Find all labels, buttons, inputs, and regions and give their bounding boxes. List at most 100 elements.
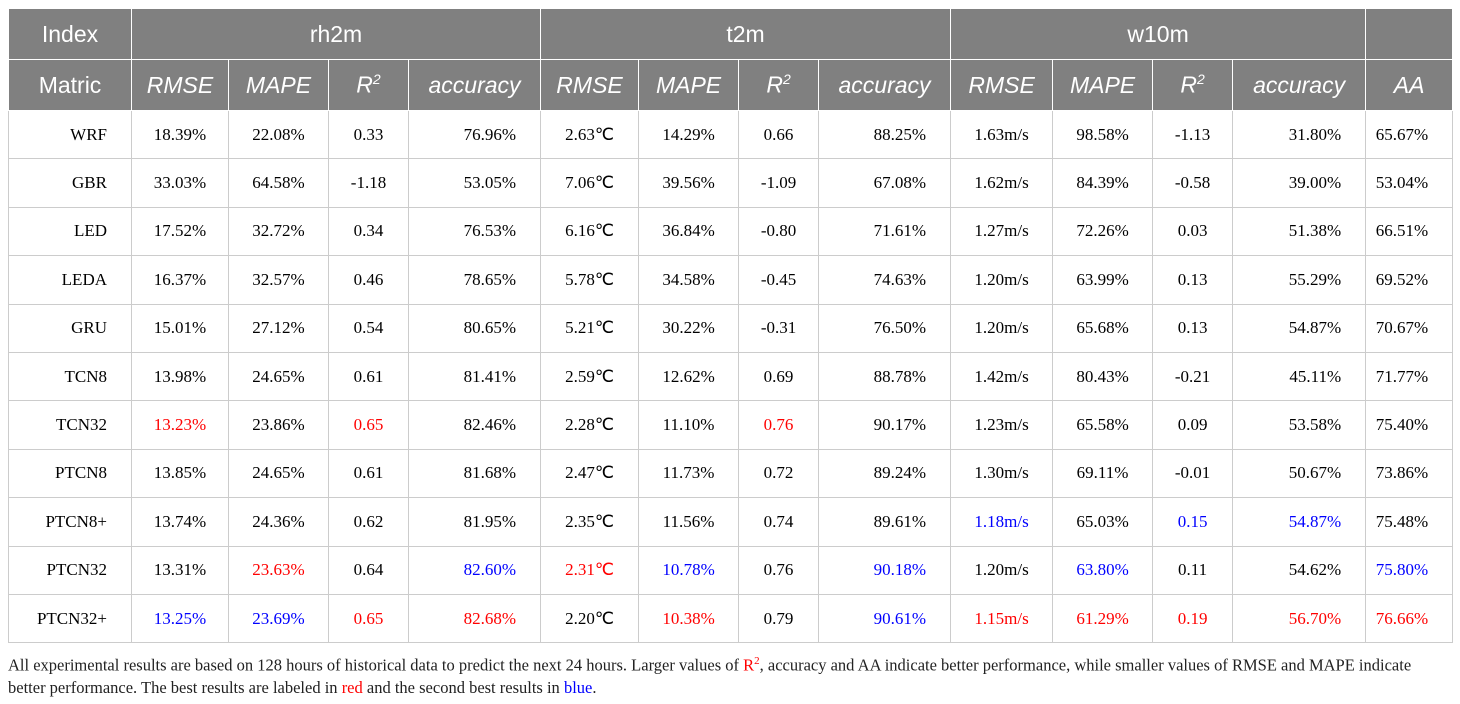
data-cell: 45.11%	[1232, 351, 1367, 402]
data-cell: -0.58	[1152, 158, 1234, 208]
data-cell: 23.86%	[228, 400, 329, 450]
data-cell: 0.46	[328, 255, 409, 305]
data-cell: 0.61	[328, 448, 409, 499]
data-cell: 73.86%	[1365, 448, 1454, 499]
data-cell: 1.63m/s	[950, 109, 1054, 160]
data-cell: 54.87%	[1232, 497, 1367, 547]
data-cell: 65.68%	[1052, 303, 1154, 353]
data-cell: 84.39%	[1052, 158, 1154, 208]
data-cell: 23.63%	[228, 545, 329, 595]
data-cell: 0.76	[738, 545, 820, 595]
data-cell: 23.69%	[228, 593, 329, 644]
data-cell: 53.05%	[407, 158, 542, 208]
data-cell: 88.78%	[818, 351, 952, 402]
data-cell: 6.16℃	[540, 206, 640, 257]
data-cell: 0.09	[1152, 400, 1234, 450]
data-cell: 0.61	[328, 351, 409, 402]
data-cell: 54.87%	[1232, 303, 1367, 353]
footnote-part: All experimental results are based on 12…	[8, 655, 744, 675]
row-label: PTCN32+	[8, 593, 132, 644]
row-label: LEDA	[8, 255, 132, 305]
data-cell: 18.39%	[131, 109, 229, 160]
metric-sup: 2	[1196, 71, 1205, 88]
metric-header: accuracy	[1232, 59, 1367, 111]
data-cell: 16.37%	[131, 255, 229, 305]
data-cell: 7.06℃	[540, 158, 640, 208]
data-cell: 65.58%	[1052, 400, 1154, 450]
metric-header: accuracy	[407, 59, 542, 111]
data-row: PTCN8+ 13.74% 24.36% 0.62 81.95% 2.35℃ 11.56% 0…	[8, 497, 1454, 547]
data-cell: 81.95%	[407, 497, 542, 547]
data-row: GRU 15.01% 27.12% 0.54 80.65% 5.21℃ 30.22% -0.3…	[8, 303, 1454, 353]
data-cell: 50.67%	[1232, 448, 1367, 499]
data-cell: 82.68%	[407, 593, 542, 644]
data-cell: 24.65%	[228, 351, 329, 402]
data-cell: -1.13	[1152, 109, 1234, 160]
data-cell: 5.78℃	[540, 255, 640, 305]
data-cell: 66.51%	[1365, 206, 1454, 257]
data-cell: 15.01%	[131, 303, 229, 353]
data-cell: 39.56%	[638, 158, 740, 208]
data-cell: 13.98%	[131, 351, 229, 402]
data-cell: 1.20m/s	[950, 303, 1054, 353]
data-cell: -0.45	[738, 255, 820, 305]
data-cell: 13.23%	[131, 400, 229, 450]
data-row: TCN32 13.23% 23.86% 0.65 82.46% 2.28℃ 11.10% 0.…	[8, 400, 1454, 450]
data-cell: 90.61%	[818, 593, 952, 644]
data-cell: 90.17%	[818, 400, 952, 450]
data-cell: 81.68%	[407, 448, 542, 499]
data-cell: 0.54	[328, 303, 409, 353]
row-label: LED	[8, 206, 132, 257]
data-cell: 2.35℃	[540, 497, 640, 547]
data-cell: 30.22%	[638, 303, 740, 353]
footnote-part: and the second best results in	[362, 677, 564, 697]
data-cell: 65.67%	[1365, 109, 1454, 160]
data-cell: 0.65	[328, 593, 409, 644]
data-cell: 0.34	[328, 206, 409, 257]
metric-header: AA	[1365, 59, 1454, 111]
data-cell: 70.67%	[1365, 303, 1454, 353]
data-cell: 82.60%	[407, 545, 542, 595]
data-cell: 1.20m/s	[950, 545, 1054, 595]
data-cell: 11.10%	[638, 400, 740, 450]
data-cell: 5.21℃	[540, 303, 640, 353]
data-cell: 71.61%	[818, 206, 952, 257]
data-cell: 0.79	[738, 593, 820, 644]
data-cell: 74.63%	[818, 255, 952, 305]
data-cell: 13.74%	[131, 497, 229, 547]
data-cell: 71.77%	[1365, 351, 1454, 402]
metric-header: MAPE	[1052, 59, 1154, 111]
data-cell: -0.31	[738, 303, 820, 353]
data-cell: 13.85%	[131, 448, 229, 499]
data-cell: 65.03%	[1052, 497, 1154, 547]
metric-header: R2	[1152, 59, 1234, 111]
data-cell: 1.18m/s	[950, 497, 1054, 547]
data-cell: 76.66%	[1365, 593, 1454, 644]
data-cell: 0.15	[1152, 497, 1234, 547]
row-label: TCN8	[8, 351, 132, 402]
row-label: WRF	[8, 109, 132, 160]
data-cell: 88.25%	[818, 109, 952, 160]
data-cell: -0.01	[1152, 448, 1234, 499]
data-cell: 27.12%	[228, 303, 329, 353]
row-label: TCN32	[8, 400, 132, 450]
row-label: PTCN32	[8, 545, 132, 595]
group-header: t2m	[540, 8, 952, 60]
data-cell: 90.18%	[818, 545, 952, 595]
data-cell: 56.70%	[1232, 593, 1367, 644]
data-cell: 53.04%	[1365, 158, 1454, 208]
footnote-part: red	[341, 677, 363, 697]
table-body: WRF 18.39% 22.08% 0.33 76.96% 2.63℃ 14.29% 0.66…	[8, 109, 1454, 644]
footnote: All experimental results are based on 12…	[8, 650, 1452, 699]
data-cell: 82.46%	[407, 400, 542, 450]
data-cell: 2.28℃	[540, 400, 640, 450]
data-cell: 17.52%	[131, 206, 229, 257]
data-cell: 24.65%	[228, 448, 329, 499]
data-cell: 2.63℃	[540, 109, 640, 160]
metric-text: R	[766, 71, 783, 98]
data-row: TCN8 13.98% 24.65% 0.61 81.41% 2.59℃ 12.62% 0.6…	[8, 351, 1454, 402]
data-cell: 2.47℃	[540, 448, 640, 499]
data-cell: 1.15m/s	[950, 593, 1054, 644]
data-cell: 32.72%	[228, 206, 329, 257]
data-cell: 36.84%	[638, 206, 740, 257]
